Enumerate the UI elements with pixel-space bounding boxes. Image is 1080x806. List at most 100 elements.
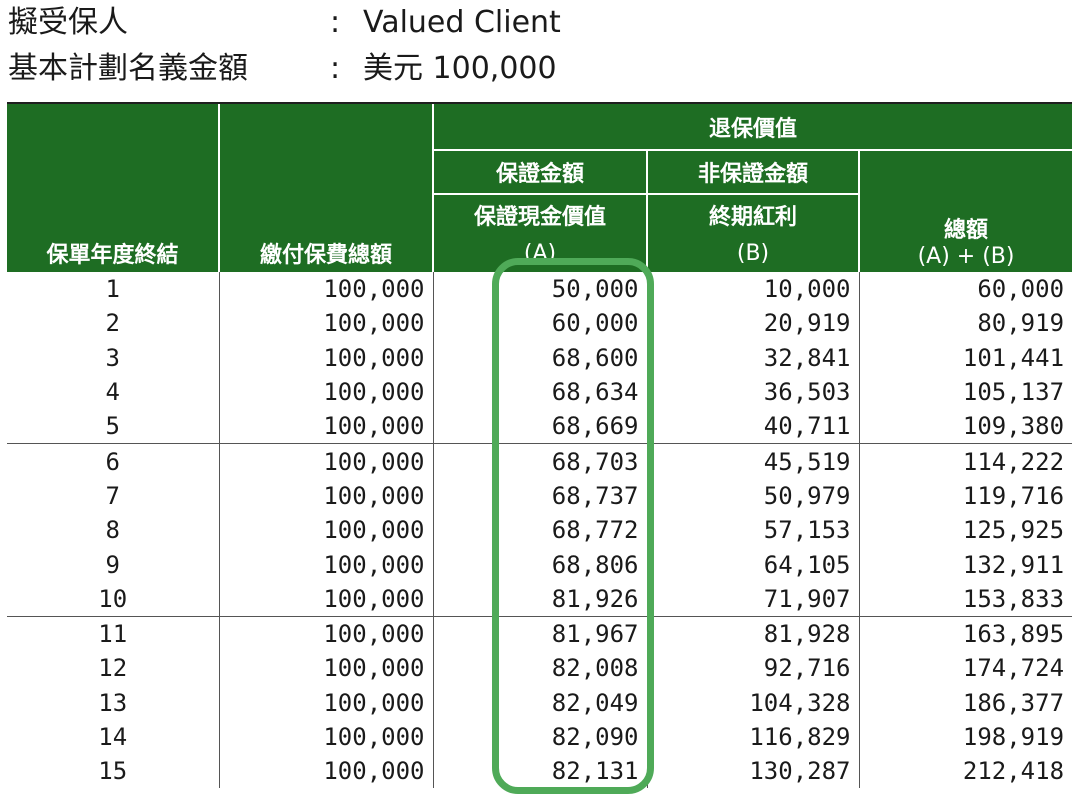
guaranteed-cash-value-cell: 68,772 [432, 513, 647, 548]
terminal-bonus-cell: 64,105 [646, 547, 859, 582]
insured-colon: : [330, 5, 341, 40]
table-row: 8 100,000 68,772 57,153 125,925 [7, 513, 1073, 548]
year-cell: 12 [98, 654, 128, 683]
guaranteed-cash-value-cell: 81,967 [432, 616, 647, 652]
premium-cell: 100,000 [218, 616, 433, 652]
table-row: 14 100,000 82,090 116,829 198,919 [7, 719, 1073, 755]
table-row: 13 100,000 82,049 104,328 186,377 [7, 685, 1073, 720]
table-row: 11 100,000 81,967 81,928 163,895 [7, 616, 1073, 652]
terminal-bonus-cell: 130,287 [646, 754, 859, 789]
terminal-bonus-cell: 10,000 [646, 272, 859, 307]
guaranteed-cash-value-cell: 82,049 [432, 685, 647, 720]
premium-cell: 100,000 [218, 547, 433, 582]
total-cell: 101,441 [858, 340, 1073, 375]
header-non-guaranteed-amount: 非保證金額 [646, 150, 859, 195]
premium-cell: 100,000 [218, 754, 433, 789]
header-year-end: 保單年度終結 [7, 104, 219, 272]
terminal-bonus-cell: 36,503 [646, 374, 859, 410]
terminal-bonus-cell: 20,919 [646, 306, 859, 341]
table-row: 4 100,000 68,634 36,503 105,137 [7, 374, 1073, 410]
premium-cell: 100,000 [218, 685, 433, 720]
premium-cell: 100,000 [218, 409, 433, 445]
premium-cell: 100,000 [218, 340, 433, 375]
table-row: 2 100,000 60,000 20,919 80,919 [7, 306, 1073, 341]
header-total: 總額 (A) + (B) [857, 150, 1073, 272]
premium-cell: 100,000 [218, 513, 433, 548]
terminal-bonus-cell: 92,716 [646, 651, 859, 686]
insured-value: Valued Client [363, 5, 561, 40]
total-cell: 163,895 [858, 616, 1073, 652]
surrender-value-table: 保單年度終結 繳付保費總額 退保價值 保證金額 非保證金額 總額 (A) + (… [7, 104, 1073, 789]
premium-cell: 100,000 [218, 581, 433, 617]
sum-assured-label: 基本計劃名義金額 [8, 51, 248, 86]
header-terminal-bonus-code: (B) [646, 234, 859, 272]
header-total-label: 總額 [944, 218, 989, 243]
year-cell: 6 [105, 447, 120, 476]
total-cell: 186,377 [858, 685, 1073, 720]
premium-cell: 100,000 [218, 478, 433, 514]
guaranteed-cash-value-cell: 68,806 [432, 547, 647, 582]
table-row: 10 100,000 81,926 71,907 153,833 [7, 581, 1073, 617]
total-cell: 60,000 [858, 272, 1073, 307]
terminal-bonus-cell: 50,979 [646, 478, 859, 514]
total-cell: 153,833 [858, 581, 1073, 617]
year-cell: 2 [105, 309, 120, 338]
terminal-bonus-cell: 81,928 [646, 616, 859, 652]
guaranteed-cash-value-cell: 50,000 [432, 272, 647, 307]
year-cell: 5 [7, 409, 219, 445]
terminal-bonus-cell: 40,711 [646, 409, 859, 445]
terminal-bonus-cell: 71,907 [646, 581, 859, 617]
terminal-bonus-cell: 116,829 [646, 719, 859, 755]
premium-cell: 100,000 [218, 272, 433, 307]
table-row: 6 100,000 68,703 45,519 114,222 [7, 443, 1073, 479]
year-cell: 10 [7, 581, 219, 617]
total-cell: 125,925 [858, 513, 1073, 548]
guaranteed-cash-value-cell: 68,600 [432, 340, 647, 375]
surrender-value-table-container: 保單年度終結 繳付保費總額 退保價值 保證金額 非保證金額 總額 (A) + (… [7, 102, 1073, 806]
header-guaranteed-cash-value: 保證現金價值 [432, 194, 647, 234]
guaranteed-cash-value-cell: 82,090 [432, 719, 647, 755]
sum-assured-colon: : [330, 51, 341, 86]
total-cell: 119,716 [858, 478, 1073, 514]
year-cell: 3 [105, 343, 120, 372]
premium-cell: 100,000 [218, 374, 433, 410]
total-cell: 212,418 [858, 754, 1073, 789]
year-cell: 11 [98, 620, 128, 649]
guaranteed-cash-value-cell: 82,131 [432, 754, 647, 789]
year-cell: 15 [98, 757, 128, 786]
year-cell: 7 [105, 481, 120, 510]
total-cell: 114,222 [858, 443, 1073, 479]
table-row: 15 100,000 82,131 130,287 212,418 [7, 754, 1073, 789]
table-row: 1 100,000 50,000 10,000 60,000 [7, 272, 1073, 307]
year-cell: 1 [105, 275, 120, 304]
terminal-bonus-cell: 57,153 [646, 513, 859, 548]
insured-label: 擬受保人 [8, 5, 128, 40]
table-row: 3 100,000 68,600 32,841 101,441 [7, 340, 1073, 375]
total-cell: 132,911 [858, 547, 1073, 582]
year-cell: 4 [105, 378, 120, 407]
header-surrender-value: 退保價值 [431, 104, 1073, 151]
table-row: 7 100,000 68,737 50,979 119,716 [7, 478, 1073, 514]
premium-cell: 100,000 [218, 719, 433, 755]
terminal-bonus-cell: 104,328 [646, 685, 859, 720]
premium-cell: 100,000 [218, 443, 433, 479]
total-cell: 174,724 [858, 651, 1073, 686]
guaranteed-cash-value-cell: 68,669 [432, 409, 647, 445]
header-total-formula: (A) + (B) [917, 244, 1015, 269]
guaranteed-cash-value-cell: 68,634 [432, 374, 647, 410]
premium-cell: 100,000 [218, 651, 433, 686]
terminal-bonus-cell: 45,519 [646, 443, 859, 479]
table-row: 5 100,000 68,669 40,711 109,380 [7, 409, 1073, 445]
year-cell: 14 [98, 723, 128, 751]
terminal-bonus-cell: 32,841 [646, 340, 859, 375]
sum-assured-value: 美元 100,000 [363, 51, 557, 86]
header-total-premium: 繳付保費總額 [218, 104, 433, 272]
year-cell: 13 [98, 688, 128, 717]
total-cell: 198,919 [858, 719, 1073, 755]
total-cell: 80,919 [858, 306, 1073, 341]
total-cell: 105,137 [858, 374, 1073, 410]
total-cell: 109,380 [858, 409, 1073, 445]
guaranteed-cash-value-cell: 68,703 [432, 443, 647, 479]
guaranteed-cash-value-cell: 82,008 [432, 651, 647, 686]
table-row: 9 100,000 68,806 64,105 132,911 [7, 547, 1073, 582]
